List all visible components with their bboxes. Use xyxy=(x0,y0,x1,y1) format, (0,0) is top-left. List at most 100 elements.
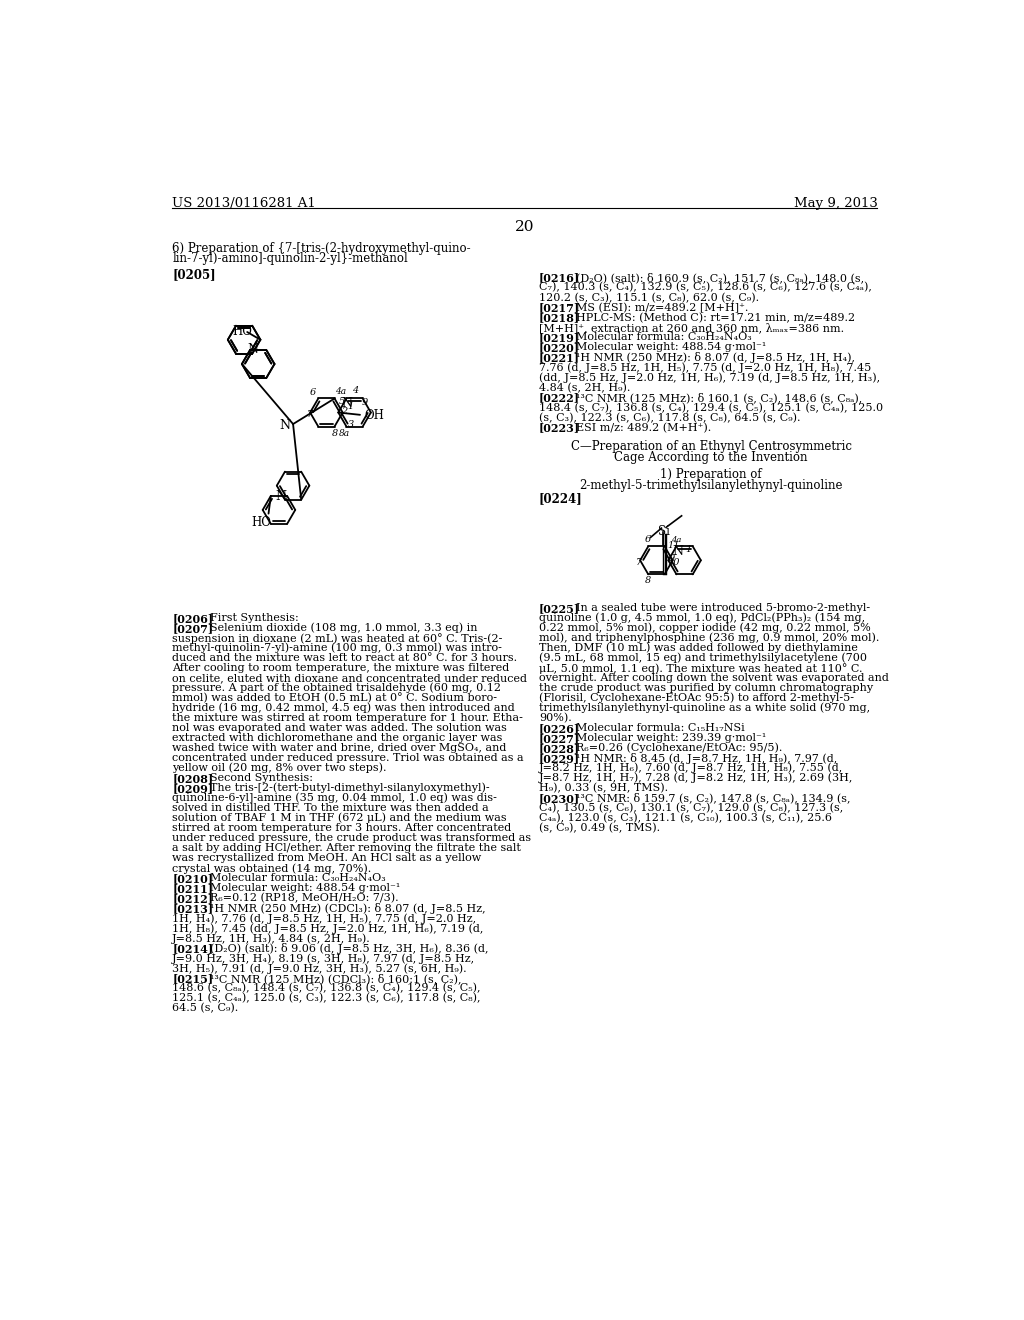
Text: on celite, eluted with dioxane and concentrated under reduced: on celite, eluted with dioxane and conce… xyxy=(172,673,527,682)
Text: (D₂O) (salt): δ 160.9 (s, C₂), 151.7 (s, C₈ₐ), 148.0 (s,: (D₂O) (salt): δ 160.9 (s, C₂), 151.7 (s,… xyxy=(562,272,864,284)
Text: 148.4 (s, C₇), 136.8 (s, C₄), 129.4 (s, C₅), 125.1 (s, C₄ₐ), 125.0: 148.4 (s, C₇), 136.8 (s, C₄), 129.4 (s, … xyxy=(539,403,883,413)
Text: [0222]: [0222] xyxy=(539,392,580,404)
Text: [0212]: [0212] xyxy=(172,892,213,904)
Text: [0217]: [0217] xyxy=(539,302,580,313)
Text: 1) Preparation of: 1) Preparation of xyxy=(660,469,762,480)
Text: J=8.2 Hz, 1H, H₆), 7.60 (d, J=8.7 Hz, 1H, H₈), 7.55 (d,: J=8.2 Hz, 1H, H₆), 7.60 (d, J=8.7 Hz, 1H… xyxy=(539,763,843,774)
Text: 7: 7 xyxy=(307,411,313,420)
Text: ¹H NMR: δ 8.45 (d, J=8.7 Hz, 1H, H₉), 7.97 (d,: ¹H NMR: δ 8.45 (d, J=8.7 Hz, 1H, H₉), 7.… xyxy=(562,752,838,764)
Text: Si: Si xyxy=(658,525,671,537)
Text: the mixture was stirred at room temperature for 1 hour. Etha-: the mixture was stirred at room temperat… xyxy=(172,713,523,723)
Text: R₆=0.26 (Cyclohexane/EtOAc: 95/5).: R₆=0.26 (Cyclohexane/EtOAc: 95/5). xyxy=(562,743,782,754)
Text: N: N xyxy=(673,545,683,558)
Text: 0.22 mmol, 5% mol), copper iodide (42 mg, 0.22 mmol, 5%: 0.22 mmol, 5% mol), copper iodide (42 mg… xyxy=(539,623,870,634)
Text: pressure. A part of the obtained trisaldehyde (60 mg, 0.12: pressure. A part of the obtained trisald… xyxy=(172,682,501,693)
Text: 1H, H₈), 7.45 (dd, J=8.5 Hz, J=2.0 Hz, 1H, H₆), 7.19 (d,: 1H, H₈), 7.45 (dd, J=8.5 Hz, J=2.0 Hz, 1… xyxy=(172,923,483,933)
Text: 20: 20 xyxy=(515,220,535,234)
Text: C—Preparation of an Ethynyl Centrosymmetric: C—Preparation of an Ethynyl Centrosymmet… xyxy=(570,441,852,453)
Text: (dd, J=8.5 Hz, J=2.0 Hz, 1H, H₆), 7.19 (d, J=8.5 Hz, 1H, H₃),: (dd, J=8.5 Hz, J=2.0 Hz, 1H, H₆), 7.19 (… xyxy=(539,372,880,383)
Text: [0230]: [0230] xyxy=(539,793,580,804)
Text: was recrystallized from MeOH. An HCl salt as a yellow: was recrystallized from MeOH. An HCl sal… xyxy=(172,853,481,863)
Text: HO: HO xyxy=(232,325,252,338)
Text: 11: 11 xyxy=(668,541,680,549)
Text: ¹³C NMR: δ 159.7 (s, C₂), 147.8 (s, C₈ₐ), 134.9 (s,: ¹³C NMR: δ 159.7 (s, C₂), 147.8 (s, C₈ₐ)… xyxy=(562,793,851,804)
Text: [0213]: [0213] xyxy=(172,903,213,913)
Text: duced and the mixture was left to react at 80° C. for 3 hours.: duced and the mixture was left to react … xyxy=(172,653,517,663)
Text: crystal was obtained (14 mg, 70%).: crystal was obtained (14 mg, 70%). xyxy=(172,863,372,874)
Text: 1H, H₄), 7.76 (d, J=8.5 Hz, 1H, H₅), 7.75 (d, J=2.0 Hz,: 1H, H₄), 7.76 (d, J=8.5 Hz, 1H, H₅), 7.7… xyxy=(172,913,476,924)
Text: J=8.5 Hz, 1H, H₃), 4.84 (s, 2H, H₉).: J=8.5 Hz, 1H, H₃), 4.84 (s, 2H, H₉). xyxy=(172,933,371,944)
Text: 64.5 (s, C₉).: 64.5 (s, C₉). xyxy=(172,1003,239,1014)
Text: 148.6 (s, C₈ₐ), 148.4 (s, C₇), 136.8 (s, C₄), 129.4 (s, C₅),: 148.6 (s, C₈ₐ), 148.4 (s, C₇), 136.8 (s,… xyxy=(172,983,480,994)
Text: N: N xyxy=(280,418,291,432)
Text: May 9, 2013: May 9, 2013 xyxy=(794,197,878,210)
Text: a salt by adding HCl/ether. After removing the filtrate the salt: a salt by adding HCl/ether. After removi… xyxy=(172,843,521,853)
Text: In a sealed tube were introduced 5-bromo-2-methyl-: In a sealed tube were introduced 5-bromo… xyxy=(562,603,870,612)
Text: (s, C₉), 0.49 (s, TMS).: (s, C₉), 0.49 (s, TMS). xyxy=(539,822,659,833)
Text: 125.1 (s, C₄ₐ), 125.0 (s, C₃), 122.3 (s, C₆), 117.8 (s, C₈),: 125.1 (s, C₄ₐ), 125.0 (s, C₃), 122.3 (s,… xyxy=(172,993,480,1003)
Text: ¹H NMR (250 MHz): δ 8.07 (d, J=8.5 Hz, 1H, H₄),: ¹H NMR (250 MHz): δ 8.07 (d, J=8.5 Hz, 1… xyxy=(562,352,855,363)
Text: N: N xyxy=(275,490,287,503)
Text: under reduced pressure, the crude product was transformed as: under reduced pressure, the crude produc… xyxy=(172,833,531,843)
Text: 1: 1 xyxy=(686,545,692,554)
Text: 7.76 (d, J=8.5 Hz, 1H, H₅), 7.75 (d, J=2.0 Hz, 1H, H₈), 7.45: 7.76 (d, J=8.5 Hz, 1H, H₅), 7.75 (d, J=2… xyxy=(539,363,871,374)
Text: [0226]: [0226] xyxy=(539,723,580,734)
Text: concentrated under reduced pressure. Triol was obtained as a: concentrated under reduced pressure. Tri… xyxy=(172,752,524,763)
Text: 10: 10 xyxy=(668,558,680,568)
Text: 6: 6 xyxy=(309,388,315,397)
Text: 4a: 4a xyxy=(335,387,346,396)
Text: [0209]: [0209] xyxy=(172,783,213,793)
Text: [0227]: [0227] xyxy=(539,733,580,744)
Text: 6) Preparation of {7-[tris-(2-hydroxymethyl-quino-: 6) Preparation of {7-[tris-(2-hydroxymet… xyxy=(172,242,471,255)
Text: yellow oil (20 mg, 8% over two steps).: yellow oil (20 mg, 8% over two steps). xyxy=(172,763,387,774)
Text: [0207]: [0207] xyxy=(172,623,213,634)
Text: ¹³C NMR (125 MHz): δ 160.1 (s, C₂), 148.6 (s, C₈ₐ),: ¹³C NMR (125 MHz): δ 160.1 (s, C₂), 148.… xyxy=(562,392,862,404)
Text: mmol) was added to EtOH (0.5 mL) at 0° C. Sodium boro-: mmol) was added to EtOH (0.5 mL) at 0° C… xyxy=(172,693,498,704)
Text: [0221]: [0221] xyxy=(539,352,580,363)
Text: (D₂O) (salt): δ 9.06 (d, J=8.5 Hz, 3H, H₆), 8.36 (d,: (D₂O) (salt): δ 9.06 (d, J=8.5 Hz, 3H, H… xyxy=(196,942,488,954)
Text: [0224]: [0224] xyxy=(539,492,583,506)
Text: solved in distilled THF. To the mixture was then added a: solved in distilled THF. To the mixture … xyxy=(172,803,488,813)
Text: C₄), 130.5 (s, C₆), 130.1 (s, C₇), 129.0 (s, C₈), 127.3 (s,: C₄), 130.5 (s, C₆), 130.1 (s, C₇), 129.0… xyxy=(539,803,843,813)
Text: [0225]: [0225] xyxy=(539,603,580,614)
Text: [M+H]⁺, extraction at 260 and 360 nm, λₘₐₓ=386 nm.: [M+H]⁺, extraction at 260 and 360 nm, λₘ… xyxy=(539,322,844,333)
Text: hydride (16 mg, 0.42 mmol, 4.5 eq) was then introduced and: hydride (16 mg, 0.42 mmol, 4.5 eq) was t… xyxy=(172,702,515,713)
Text: [0220]: [0220] xyxy=(539,342,580,354)
Text: N: N xyxy=(248,343,258,355)
Text: (9.5 mL, 68 mmol, 15 eq) and trimethylsilylacetylene (700: (9.5 mL, 68 mmol, 15 eq) and trimethylsi… xyxy=(539,653,866,664)
Text: 8: 8 xyxy=(645,576,651,585)
Text: washed twice with water and brine, dried over MgSO₄, and: washed twice with water and brine, dried… xyxy=(172,743,507,752)
Text: Molecular formula: C₃₀H₂₄N₄O₃: Molecular formula: C₃₀H₂₄N₄O₃ xyxy=(562,333,752,342)
Text: Then, DMF (10 mL) was added followed by diethylamine: Then, DMF (10 mL) was added followed by … xyxy=(539,643,858,653)
Text: suspension in dioxane (2 mL) was heated at 60° C. Tris-(2-: suspension in dioxane (2 mL) was heated … xyxy=(172,632,503,644)
Text: stirred at room temperature for 3 hours. After concentrated: stirred at room temperature for 3 hours.… xyxy=(172,822,511,833)
Text: (Florisil, Cyclohexane-EtOAc 95:5) to afford 2-methyl-5-: (Florisil, Cyclohexane-EtOAc 95:5) to af… xyxy=(539,693,854,704)
Text: 6: 6 xyxy=(645,535,651,544)
Text: 8a: 8a xyxy=(339,429,350,438)
Text: Molecular formula: C₃₀H₂₄N₄O₃: Molecular formula: C₃₀H₂₄N₄O₃ xyxy=(196,873,385,883)
Text: The tris-[2-(tert-butyl-dimethyl-silanyloxymethyl)-: The tris-[2-(tert-butyl-dimethyl-silanyl… xyxy=(196,783,489,793)
Text: methyl-quinolin-7-yl)-amine (100 mg, 0.3 mmol) was intro-: methyl-quinolin-7-yl)-amine (100 mg, 0.3… xyxy=(172,643,502,653)
Text: [0219]: [0219] xyxy=(539,333,580,343)
Text: N: N xyxy=(342,397,352,411)
Text: 9: 9 xyxy=(361,397,369,407)
Text: 9: 9 xyxy=(669,554,675,564)
Text: J=8.7 Hz, 1H, H₇), 7.28 (d, J=8.2 Hz, 1H, H₃), 2.69 (3H,: J=8.7 Hz, 1H, H₇), 7.28 (d, J=8.2 Hz, 1H… xyxy=(539,774,853,784)
Text: R₆=0.12 (RP18, MeOH/H₂O: 7/3).: R₆=0.12 (RP18, MeOH/H₂O: 7/3). xyxy=(196,892,398,903)
Text: MS (ESI): m/z=489.2 [M+H]⁺.: MS (ESI): m/z=489.2 [M+H]⁺. xyxy=(562,302,749,313)
Text: [0229]: [0229] xyxy=(539,752,580,764)
Text: 4a: 4a xyxy=(672,536,682,544)
Text: Cage According to the Invention: Cage According to the Invention xyxy=(614,451,808,465)
Text: Molecular weight: 239.39 g·mol⁻¹: Molecular weight: 239.39 g·mol⁻¹ xyxy=(562,733,767,743)
Text: US 2013/0116281 A1: US 2013/0116281 A1 xyxy=(172,197,316,210)
Text: ¹H NMR (250 MHz) (CDCl₃): δ 8.07 (d, J=8.5 Hz,: ¹H NMR (250 MHz) (CDCl₃): δ 8.07 (d, J=8… xyxy=(196,903,485,913)
Text: 8: 8 xyxy=(332,429,338,438)
Text: [0228]: [0228] xyxy=(539,743,580,754)
Text: After cooling to room temperature, the mixture was filtered: After cooling to room temperature, the m… xyxy=(172,663,509,673)
Text: First Synthesis:: First Synthesis: xyxy=(196,612,298,623)
Text: 3: 3 xyxy=(348,421,354,429)
Text: [0214]: [0214] xyxy=(172,942,213,954)
Text: the crude product was purified by column chromatography: the crude product was purified by column… xyxy=(539,682,872,693)
Text: 5: 5 xyxy=(339,397,345,405)
Text: μL, 5.0 mmol, 1.1 eq). The mixture was heated at 110° C.: μL, 5.0 mmol, 1.1 eq). The mixture was h… xyxy=(539,663,862,673)
